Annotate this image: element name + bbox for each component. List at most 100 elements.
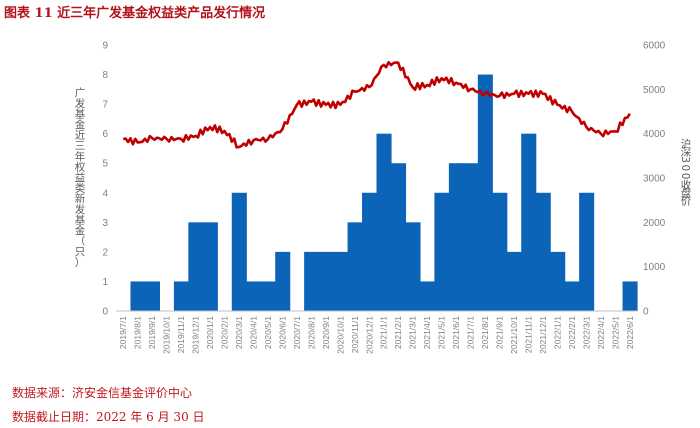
svg-text:只: 只 xyxy=(75,246,86,258)
x-tick-label: 2019/10/1 xyxy=(162,316,172,354)
x-tick-label: 2020/11/1 xyxy=(350,316,360,353)
svg-text:类: 类 xyxy=(75,182,86,195)
bar-2020/5/1 xyxy=(260,281,276,311)
svg-text:0: 0 xyxy=(679,173,691,180)
bar-2021/3/1 xyxy=(405,222,421,311)
bar-2021/10/1 xyxy=(506,251,522,311)
x-tick-label: 2019/9/1 xyxy=(147,316,157,349)
svg-text:盘: 盘 xyxy=(681,187,692,200)
x-tick-label: 2022/1/1 xyxy=(552,316,562,349)
x-tick-label: 2021/9/1 xyxy=(495,316,505,349)
bar-2020/9/1 xyxy=(318,251,334,311)
svg-text:发: 发 xyxy=(75,203,86,216)
bar-2021/1/1 xyxy=(376,133,392,311)
left-tick-label: 8 xyxy=(102,70,108,81)
new-funds-bars xyxy=(130,74,638,311)
svg-text:价: 价 xyxy=(681,196,692,208)
right-axis-ticks: 0 1000 2000 3000 4000 5000 6000 xyxy=(643,41,666,318)
bar-2021/7/1 xyxy=(463,163,479,311)
csi300-close-line xyxy=(122,60,631,149)
svg-text:年: 年 xyxy=(75,150,86,163)
x-tick-label: 2022/5/1 xyxy=(610,316,620,349)
bar-2019/8/1 xyxy=(130,281,146,311)
x-tick-label: 2021/7/1 xyxy=(466,316,476,349)
x-tick-label: 2020/8/1 xyxy=(306,316,316,349)
x-tick-label: 2022/2/1 xyxy=(567,316,577,349)
right-tick-label: 0 xyxy=(643,307,649,318)
x-tick-label: 2020/7/1 xyxy=(292,316,302,349)
svg-text:收: 收 xyxy=(681,178,692,191)
svg-text:权: 权 xyxy=(75,160,86,173)
svg-text:发: 发 xyxy=(75,97,86,110)
bar-2020/10/1 xyxy=(333,251,349,311)
bar-2022/3/1 xyxy=(579,192,595,311)
svg-text:（: （ xyxy=(75,236,86,248)
x-tick-label: 2022/6/1 xyxy=(625,316,635,349)
x-tick-label: 2019/7/1 xyxy=(118,316,128,349)
svg-text:广: 广 xyxy=(75,87,86,99)
svg-text:基: 基 xyxy=(75,213,86,226)
x-tick-label: 2021/2/1 xyxy=(393,316,403,349)
x-tick-label: 2020/10/1 xyxy=(335,316,345,354)
bar-2020/6/1 xyxy=(275,251,291,311)
x-tick-label: 2021/6/1 xyxy=(451,316,461,349)
left-tick-label: 0 xyxy=(102,307,108,318)
source-note: 数据来源：济安金信基金评价中心 xyxy=(12,386,193,400)
right-tick-label: 4000 xyxy=(643,129,666,140)
bar-2021/11/1 xyxy=(521,133,537,311)
left-tick-label: 4 xyxy=(102,188,108,199)
bar-2020/12/1 xyxy=(362,192,378,311)
svg-text:新: 新 xyxy=(75,192,86,205)
svg-text:三: 三 xyxy=(75,140,86,152)
cutoff-note: 数据截止日期：2022 年 6 月 30 日 xyxy=(12,410,205,424)
x-tick-label: 2021/5/1 xyxy=(437,316,447,349)
bar-2019/11/1 xyxy=(173,281,189,311)
svg-text:3: 3 xyxy=(679,156,691,163)
x-tick-label: 2020/4/1 xyxy=(248,316,258,349)
x-tick-label: 2020/12/1 xyxy=(364,316,374,354)
bar-2021/6/1 xyxy=(448,163,464,311)
left-tick-label: 2 xyxy=(102,247,108,258)
bar-2022/2/1 xyxy=(564,281,580,311)
svg-text:金: 金 xyxy=(75,224,86,237)
bar-2020/4/1 xyxy=(246,281,262,311)
right-tick-label: 5000 xyxy=(643,85,666,96)
x-tick-label: 2020/2/1 xyxy=(220,316,230,349)
x-tick-label: 2021/1/1 xyxy=(379,316,389,349)
svg-text:深: 深 xyxy=(681,147,692,159)
bar-2022/1/1 xyxy=(550,251,566,311)
right-tick-label: 2000 xyxy=(643,218,666,229)
x-tick-label: 2020/9/1 xyxy=(321,316,331,349)
bar-2020/8/1 xyxy=(304,251,320,311)
left-tick-label: 5 xyxy=(102,159,108,170)
left-tick-label: 1 xyxy=(102,277,108,288)
svg-text:基: 基 xyxy=(75,107,86,120)
x-tick-label: 2021/12/1 xyxy=(538,316,548,354)
svg-text:近: 近 xyxy=(75,129,86,142)
bar-2021/5/1 xyxy=(434,192,450,311)
left-tick-label: 7 xyxy=(102,100,108,111)
x-tick-label: 2022/3/1 xyxy=(581,316,591,349)
svg-text:益: 益 xyxy=(75,171,86,184)
x-tick-label: 2021/8/1 xyxy=(480,316,490,349)
svg-text:）: ） xyxy=(75,257,86,269)
bar-2021/9/1 xyxy=(492,192,508,311)
x-tick-label: 2019/8/1 xyxy=(133,316,143,349)
x-tick-label: 2021/4/1 xyxy=(422,316,432,349)
x-axis-ticks: 2019/7/1 2019/8/1 2019/9/1 2019/10/1 2019/11… xyxy=(118,316,635,354)
x-tick-label: 2019/12/1 xyxy=(191,316,201,354)
svg-text:沪: 沪 xyxy=(681,137,692,150)
x-tick-label: 2020/5/1 xyxy=(263,316,273,349)
bar-2020/1/1 xyxy=(202,222,218,311)
bar-2021/4/1 xyxy=(419,281,435,311)
x-tick-label: 2020/3/1 xyxy=(234,316,244,349)
left-axis-ticks: 0 1 2 3 4 5 6 7 8 9 xyxy=(102,41,108,318)
bar-2021/8/1 xyxy=(477,74,493,311)
x-tick-label: 2021/11/1 xyxy=(523,316,533,353)
bar-2020/11/1 xyxy=(347,222,363,311)
bar-2021/2/1 xyxy=(390,163,407,311)
left-tick-label: 3 xyxy=(102,218,108,229)
